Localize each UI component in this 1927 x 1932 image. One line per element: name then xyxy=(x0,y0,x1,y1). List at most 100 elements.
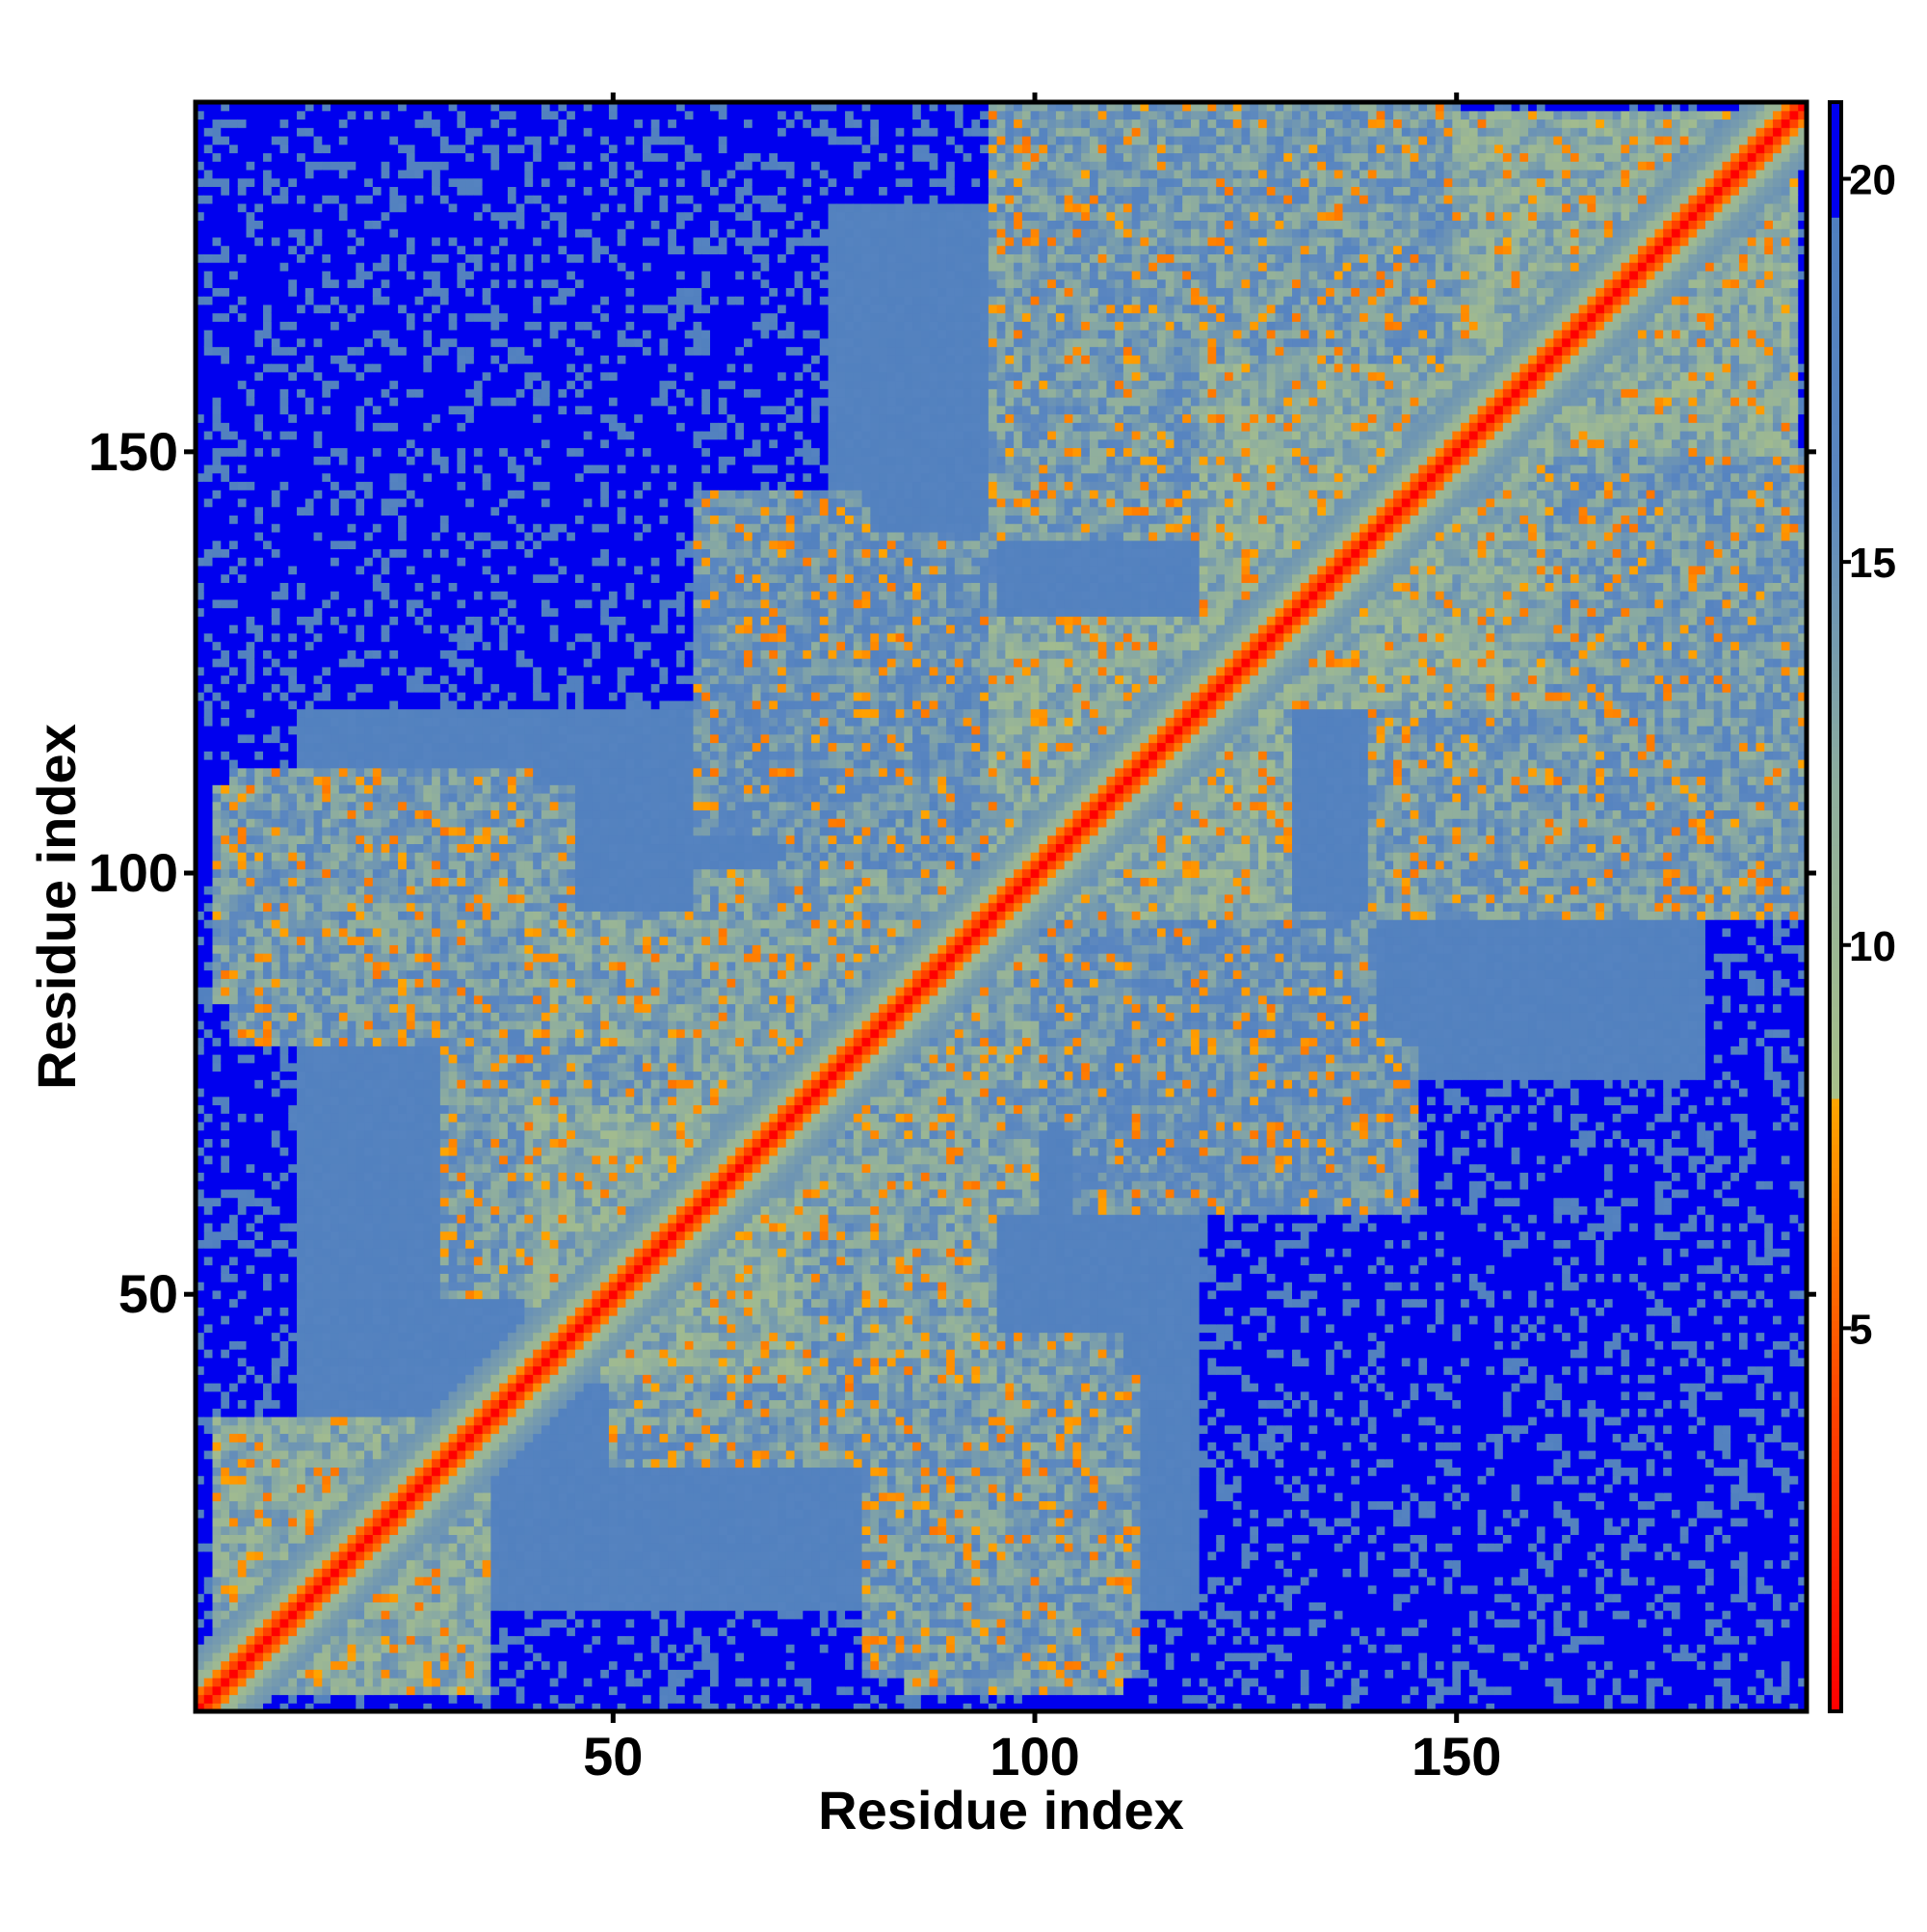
heatmap-cell xyxy=(1064,1652,1073,1662)
heatmap-cell xyxy=(533,1685,542,1696)
heatmap-cell xyxy=(304,1231,315,1240)
heatmap-cell xyxy=(1418,1652,1428,1662)
heatmap-cell xyxy=(304,1357,315,1367)
heatmap-cell xyxy=(254,1222,264,1232)
heatmap-cell xyxy=(237,1601,248,1611)
heatmap-cell xyxy=(221,1475,230,1485)
heatmap-cell xyxy=(322,1635,331,1645)
heatmap-cell xyxy=(297,1222,306,1232)
heatmap-cell xyxy=(1536,1644,1546,1654)
heatmap-cell xyxy=(203,1635,214,1645)
heatmap-cell xyxy=(524,1669,534,1679)
heatmap-cell xyxy=(288,1433,298,1442)
heatmap-cell xyxy=(304,1096,315,1106)
heatmap-cell xyxy=(1562,1685,1571,1696)
heatmap-cell xyxy=(212,1096,222,1106)
heatmap-cell xyxy=(221,220,230,229)
heatmap-cell xyxy=(254,363,264,373)
heatmap-cell xyxy=(254,641,264,650)
heatmap-cell xyxy=(803,1601,812,1611)
heatmap-cell xyxy=(1427,1685,1437,1696)
heatmap-cell xyxy=(229,1442,239,1451)
heatmap-cell xyxy=(221,1416,230,1426)
heatmap-cell xyxy=(996,1652,1006,1662)
heatmap-cell xyxy=(490,1652,500,1662)
heatmap-cell xyxy=(1047,1601,1057,1611)
heatmap-cell xyxy=(229,1248,239,1257)
heatmap-cell xyxy=(1131,1635,1142,1645)
heatmap-cell xyxy=(1663,1618,1673,1628)
heatmap-cell xyxy=(760,1652,770,1662)
heatmap-cell xyxy=(221,1163,230,1174)
heatmap-cell xyxy=(1519,1694,1529,1704)
heatmap-cell xyxy=(271,936,281,945)
heatmap-cell xyxy=(203,1323,214,1334)
heatmap-cell xyxy=(954,1694,964,1704)
heatmap-cell xyxy=(904,1652,913,1662)
heatmap-cell xyxy=(254,1442,264,1451)
heatmap-cell xyxy=(608,1627,619,1636)
heatmap-cell xyxy=(861,1660,871,1670)
heatmap-cell xyxy=(271,911,281,920)
heatmap-cell xyxy=(659,1685,669,1696)
heatmap-cell xyxy=(1435,1644,1445,1654)
heatmap-cell xyxy=(1072,1678,1082,1687)
heatmap-cell xyxy=(229,1534,239,1544)
heatmap-cell xyxy=(1494,1635,1504,1645)
heatmap-cell xyxy=(271,463,281,474)
heatmap-cell xyxy=(271,135,281,146)
heatmap-cell xyxy=(1005,1644,1015,1654)
heatmap-cell xyxy=(1596,1627,1605,1636)
heatmap-cell xyxy=(642,1694,652,1704)
heatmap-cell xyxy=(1376,1678,1386,1687)
heatmap-cell xyxy=(246,515,255,524)
heatmap-cell xyxy=(1612,1635,1623,1645)
heatmap-cell xyxy=(297,1323,306,1334)
heatmap-cell xyxy=(870,1627,880,1636)
heatmap-cell xyxy=(778,1685,787,1696)
heatmap-cell xyxy=(196,717,205,727)
heatmap-cell xyxy=(196,1601,205,1611)
heatmap-cell xyxy=(1250,1652,1259,1662)
heatmap-cell xyxy=(828,1669,837,1679)
heatmap-cell xyxy=(288,1424,298,1435)
heatmap-cell xyxy=(1494,1660,1504,1670)
heatmap-cell xyxy=(288,1180,298,1190)
heatmap-cell xyxy=(297,270,306,280)
heatmap-cell xyxy=(297,834,306,845)
heatmap-cell xyxy=(1401,1610,1412,1620)
heatmap-cell xyxy=(541,1635,551,1645)
heatmap-cell xyxy=(1216,1644,1226,1654)
heatmap-cell xyxy=(1292,1610,1302,1620)
heatmap-cell xyxy=(221,1610,230,1620)
heatmap-cell xyxy=(221,472,230,483)
heatmap-cell xyxy=(1713,1703,1724,1712)
heatmap-cell xyxy=(836,1660,846,1670)
heatmap-cell xyxy=(1587,1635,1597,1645)
heatmap-cell xyxy=(912,1618,922,1628)
heatmap-cell xyxy=(212,1550,222,1561)
heatmap-cell xyxy=(263,987,273,996)
heatmap-cell xyxy=(221,860,230,870)
heatmap-cell xyxy=(1443,1678,1453,1687)
heatmap-cell xyxy=(229,1298,239,1308)
heatmap-cell xyxy=(1317,1669,1327,1679)
heatmap-cell xyxy=(288,767,298,778)
heatmap-cell xyxy=(1562,1601,1571,1611)
heatmap-cell xyxy=(304,1424,315,1435)
heatmap-cell xyxy=(1140,1678,1149,1687)
heatmap-cell xyxy=(254,961,264,971)
heatmap-cell xyxy=(254,978,264,988)
heatmap-cell xyxy=(1165,1644,1175,1654)
heatmap-cell xyxy=(203,1113,214,1123)
heatmap-cell xyxy=(203,809,214,819)
heatmap-cell xyxy=(1502,1610,1513,1620)
heatmap-cell xyxy=(1553,1644,1563,1654)
heatmap-cell xyxy=(828,1644,837,1654)
heatmap-cell xyxy=(279,152,289,162)
heatmap-cell xyxy=(279,1357,289,1367)
heatmap-cell xyxy=(608,1644,619,1654)
heatmap-cell xyxy=(229,598,239,609)
heatmap-cell xyxy=(625,1703,635,1712)
heatmap-cell xyxy=(297,380,306,389)
